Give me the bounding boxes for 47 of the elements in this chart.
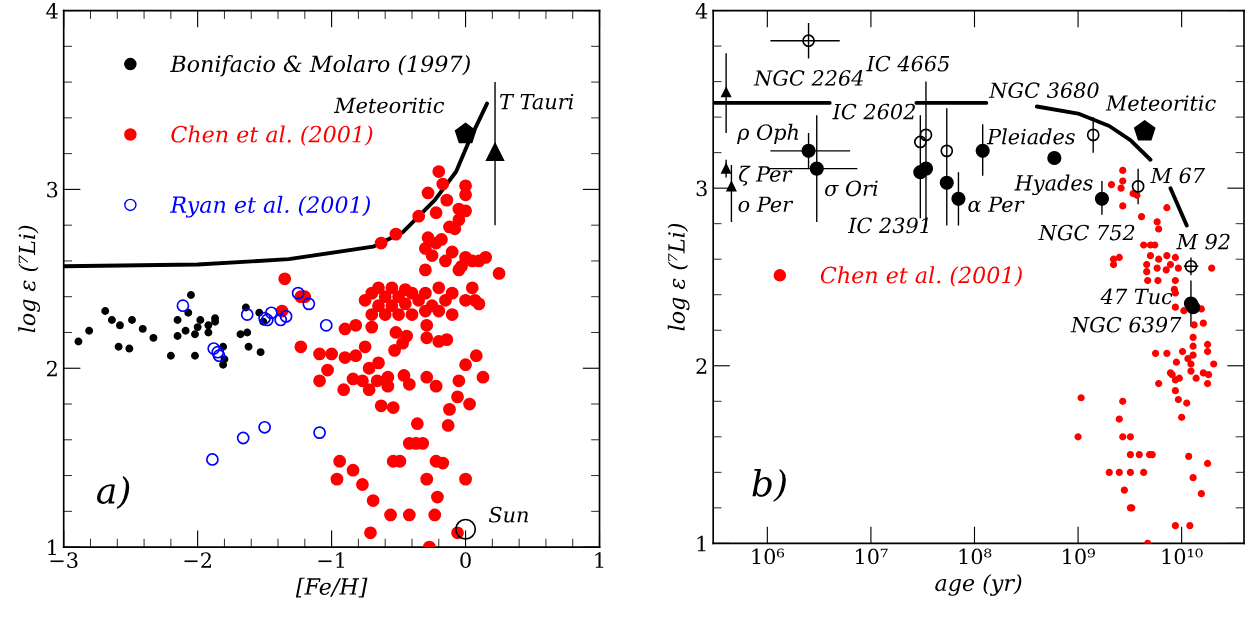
annotation: NGC 752 [1038,224,1135,241]
x-tick-label: −1 [318,552,345,568]
annotation: IC 2602 [832,103,915,120]
annotation: IC 2391 [847,217,928,234]
annotation: Pleiades [986,128,1075,145]
x-tick-label: 1 [595,552,604,568]
y-tick-label: 2 [47,360,57,377]
legend-label: Bonifacio & Molaro (1997) [170,55,470,77]
x-tick-label: 10⁷ [856,548,888,565]
annotation: Meteoritic [1105,95,1216,111]
x-tick-label: 10⁶ [752,548,785,565]
x-tick-label: 0 [460,552,471,569]
annotation: Sun [488,506,528,523]
annotation: NGC 2264 [753,70,863,86]
x-tick-label: 10⁹ [1063,548,1095,565]
y-tick-label: 1 [697,535,706,552]
annotation: ρ Oph [737,123,799,144]
legend-label: Chen et al. (2001) [171,125,373,146]
annotation: M 67 [1150,167,1206,184]
y-axis-title: log ε (⁷Li) [18,225,41,333]
annotation: o Per [738,196,794,213]
annotation: a) [97,475,130,510]
y-axis-title: log ε (⁷Li) [667,223,690,331]
legend-label: Ryan et al. (2001) [170,195,371,218]
legend-label: Chen et al. (2001) [820,266,1022,287]
annotation: ζ Per [738,165,793,186]
annotation: NGC 6397 [1070,316,1182,333]
annotation: M 92 [1176,233,1230,250]
x-tick-label: −2 [184,552,211,568]
x-tick-label: 10⁸ [959,548,992,565]
x-tick-label: 10¹⁰ [1162,548,1203,565]
annotation: Hyades [1014,174,1093,196]
annotation: σ Ori [825,180,878,197]
x-axis-title: [Fe/H] [295,577,368,598]
annotation: NGC 3680 [988,82,1099,99]
y-tick-label: 3 [696,180,707,197]
annotation: IC 4665 [866,55,950,72]
x-axis-title: age (yr) [935,573,1022,596]
y-tick-label: 4 [46,3,58,19]
annotation: α Per [968,196,1025,213]
annotation: Meteoritic [333,97,445,114]
annotation: T Tauri [500,93,574,110]
annotation: b) [752,468,786,502]
y-tick-label: 3 [47,181,58,198]
y-tick-label: 4 [695,3,708,19]
y-tick-label: 2 [696,358,707,374]
annotation: 47 Tuc [1100,288,1173,305]
